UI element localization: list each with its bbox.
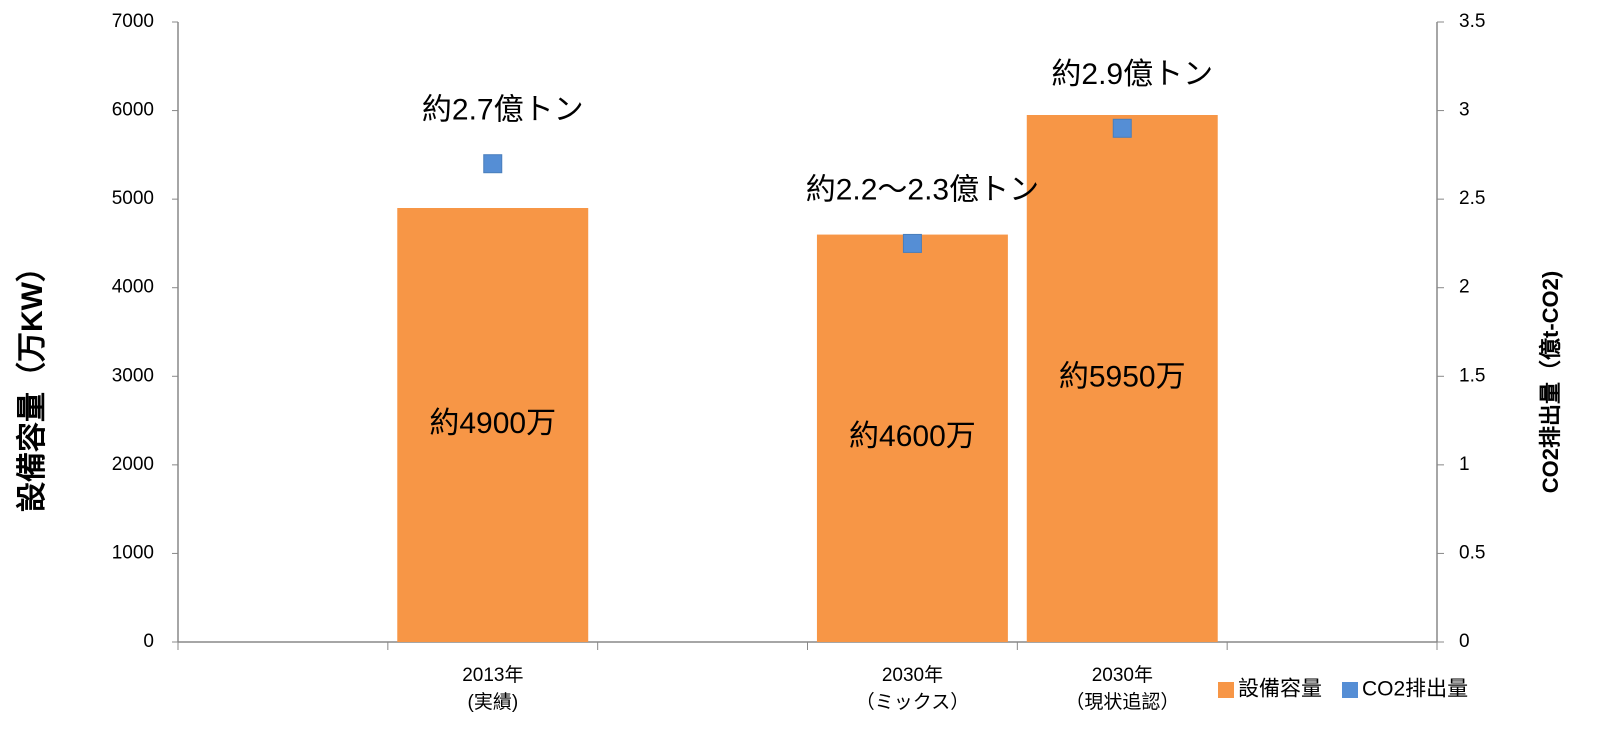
- y-tick-label: 6000: [112, 100, 154, 121]
- legend-label: 設備容量: [1238, 678, 1322, 701]
- marker: [483, 154, 503, 174]
- y-tick-label: 5000: [112, 188, 154, 209]
- bar-label: 約5950万: [1059, 360, 1186, 393]
- y2-tick-label: 3.5: [1459, 11, 1485, 32]
- y-axis-title: 設備容量（万KW）: [15, 252, 49, 512]
- y2-tick-label: 3: [1459, 100, 1470, 121]
- marker: [902, 233, 922, 253]
- y-tick-label: 4000: [112, 277, 154, 298]
- y2-tick-label: 2: [1459, 277, 1470, 298]
- y2-tick-label: 1.5: [1459, 365, 1485, 386]
- y2-axis-title: CO2排出量（億t-CO2): [1538, 271, 1563, 493]
- legend-swatch: [1342, 682, 1358, 698]
- y-tick-label: 2000: [112, 454, 154, 475]
- y-tick-label: 7000: [112, 11, 154, 32]
- legend-label: CO2排出量: [1362, 678, 1468, 701]
- point-label: 約2.7億トン: [422, 94, 584, 127]
- y2-tick-label: 1: [1459, 454, 1470, 475]
- y-tick-label: 1000: [112, 542, 154, 563]
- y2-tick-label: 0: [1459, 631, 1470, 652]
- y-tick-label: 3000: [112, 365, 154, 386]
- y-tick-label: 0: [143, 631, 154, 652]
- x-tick-label: 2013年 (実績): [462, 665, 524, 713]
- point-label: 約2.2～2.3億トン: [806, 173, 1039, 206]
- x-tick-label: 2030年 （ミックス）: [855, 665, 970, 713]
- x-tick-label: 2030年 （現状追認）: [1065, 665, 1180, 713]
- bar-label: 約4900万: [429, 407, 556, 440]
- marker: [1112, 118, 1132, 138]
- bar: [1026, 115, 1218, 642]
- bar: [397, 208, 589, 642]
- y2-tick-label: 2.5: [1459, 188, 1485, 209]
- bar: [816, 234, 1008, 643]
- legend-swatch: [1218, 682, 1234, 698]
- y2-tick-label: 0.5: [1459, 542, 1485, 563]
- point-label: 約2.9億トン: [1051, 58, 1213, 91]
- bar-label: 約4600万: [849, 420, 976, 453]
